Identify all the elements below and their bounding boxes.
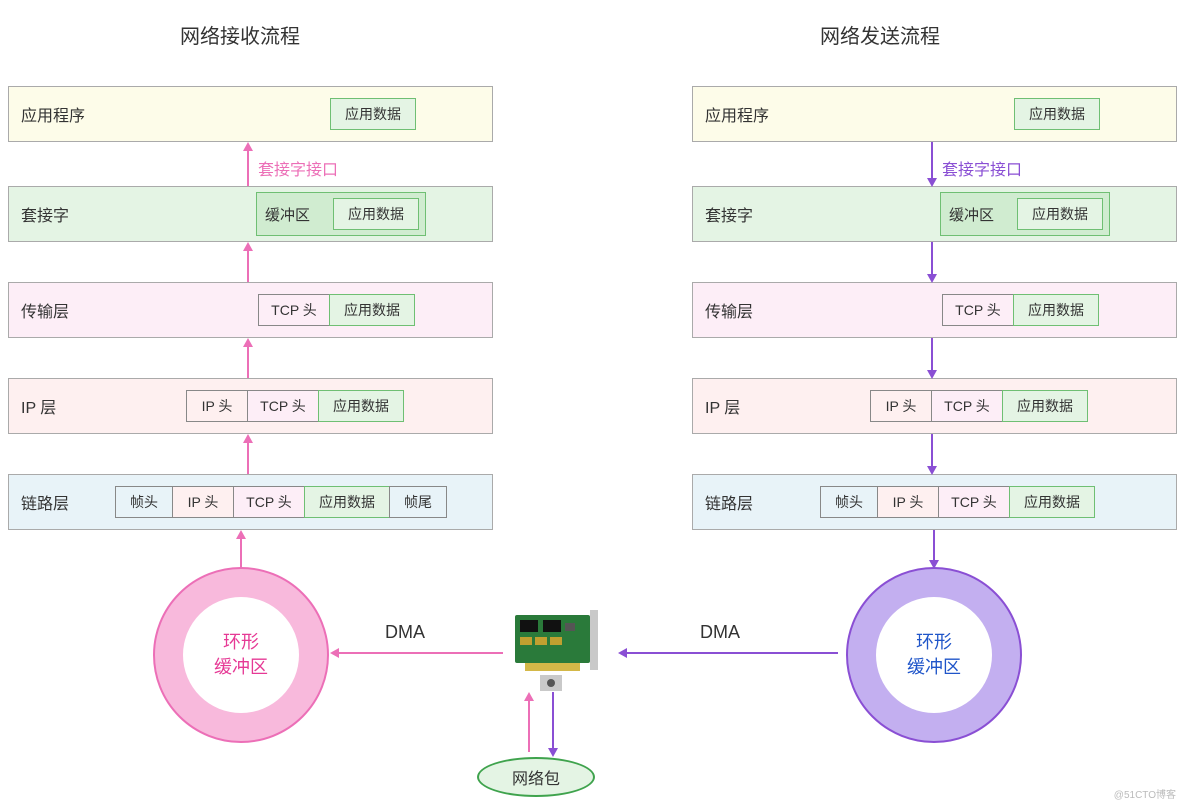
right-ring-inner: 环形 缓冲区	[876, 597, 992, 713]
right-arrowhead-ring-down	[929, 560, 939, 569]
left-socket-label: 套接字	[21, 202, 69, 226]
left-ring-text: 环形 缓冲区	[214, 630, 268, 680]
right-transport-seg: TCP 头 应用数据	[942, 294, 1099, 326]
left-socket-buf: 缓冲区 应用数据	[256, 192, 426, 236]
right-ip-label: IP 层	[705, 394, 740, 418]
right-socket-buf: 缓冲区 应用数据	[940, 192, 1110, 236]
right-arrow-4	[931, 434, 933, 466]
dma-left-arrowhead	[330, 648, 339, 658]
left-app-seg: 应用数据	[330, 98, 416, 130]
left-layer-transport: 传输层	[8, 282, 493, 338]
left-arrowhead-3	[243, 338, 253, 347]
right-transport-label: 传输层	[705, 298, 753, 322]
right-app-label: 应用程序	[705, 102, 769, 126]
left-arrow-2	[247, 250, 249, 282]
left-link-ft: 帧尾	[389, 486, 447, 518]
right-link-ip: IP 头	[877, 486, 939, 518]
left-app-label: 应用程序	[21, 102, 85, 126]
pkt-up-arrowhead	[524, 692, 534, 701]
right-arrowhead-2	[927, 274, 937, 283]
right-arrow-ring-down	[933, 530, 935, 560]
left-link-tcp: TCP 头	[233, 486, 305, 518]
right-app-seg: 应用数据	[1014, 98, 1100, 130]
left-ip-ip: IP 头	[186, 390, 248, 422]
left-ring-l1: 环形	[223, 632, 259, 652]
left-transport-seg: TCP 头 应用数据	[258, 294, 415, 326]
left-arrowhead-1	[243, 142, 253, 151]
right-layer-app: 应用程序	[692, 86, 1177, 142]
right-ip-ip: IP 头	[870, 390, 932, 422]
right-link-tcp: TCP 头	[938, 486, 1010, 518]
left-ring-inner: 环形 缓冲区	[183, 597, 299, 713]
dma-right-label: DMA	[700, 622, 740, 643]
left-arrow-3	[247, 346, 249, 378]
right-link-label: 链路层	[705, 490, 753, 514]
dma-left-label: DMA	[385, 622, 425, 643]
pkt-up-arrow	[528, 700, 530, 752]
left-title: 网络接收流程	[180, 20, 300, 49]
right-buf-outer: 缓冲区 应用数据	[940, 192, 1110, 236]
right-link-fh: 帧头	[820, 486, 878, 518]
right-ip-tcp: TCP 头	[931, 390, 1003, 422]
right-app-data: 应用数据	[1014, 98, 1100, 130]
right-ring-outer: 环形 缓冲区	[846, 567, 1022, 743]
right-layer-transport: 传输层	[692, 282, 1177, 338]
left-link-ip: IP 头	[172, 486, 234, 518]
left-layer-app: 应用程序	[8, 86, 493, 142]
right-link-seg: 帧头 IP 头 TCP 头 应用数据	[820, 486, 1095, 518]
right-arrowhead-3	[927, 370, 937, 379]
left-buf-outer: 缓冲区 应用数据	[256, 192, 426, 236]
left-ip-seg: IP 头 TCP 头 应用数据	[186, 390, 404, 422]
left-ring-outer: 环形 缓冲区	[153, 567, 329, 743]
right-arrow-2	[931, 242, 933, 274]
left-link-fh: 帧头	[115, 486, 173, 518]
left-arrowhead-ring-up	[236, 530, 246, 539]
left-app-data: 应用数据	[330, 98, 416, 130]
dma-left-arrow	[338, 652, 503, 654]
right-ring-text: 环形 缓冲区	[907, 630, 961, 680]
right-title: 网络发送流程	[820, 20, 940, 49]
left-transport-data: 应用数据	[329, 294, 415, 326]
right-arrow-label: 套接字接口	[942, 156, 1022, 180]
right-arrow-1	[931, 142, 933, 178]
pkt-down-arrowhead	[548, 748, 558, 757]
right-ip-seg: IP 头 TCP 头 应用数据	[870, 390, 1088, 422]
left-socket-data: 应用数据	[333, 198, 419, 230]
left-arrow-1	[247, 150, 249, 186]
right-ring-l2: 缓冲区	[907, 657, 961, 677]
left-ip-tcp: TCP 头	[247, 390, 319, 422]
dma-right-arrowhead	[618, 648, 627, 658]
left-ip-data: 应用数据	[318, 390, 404, 422]
left-ring-l2: 缓冲区	[214, 657, 268, 677]
right-transport-data: 应用数据	[1013, 294, 1099, 326]
right-transport-tcp: TCP 头	[942, 294, 1014, 326]
left-arrow-label: 套接字接口	[258, 156, 338, 180]
left-arrowhead-2	[243, 242, 253, 251]
dma-right-arrow	[626, 652, 838, 654]
left-link-seg: 帧头 IP 头 TCP 头 应用数据 帧尾	[115, 486, 447, 518]
left-link-data: 应用数据	[304, 486, 390, 518]
left-ip-label: IP 层	[21, 394, 56, 418]
right-socket-data: 应用数据	[1017, 198, 1103, 230]
left-arrowhead-4	[243, 434, 253, 443]
pkt-down-arrow	[552, 692, 554, 748]
left-transport-tcp: TCP 头	[258, 294, 330, 326]
right-link-data: 应用数据	[1009, 486, 1095, 518]
watermark: @51CTO博客	[1114, 786, 1176, 801]
right-arrowhead-1	[927, 178, 937, 187]
left-arrow-ring-up	[240, 538, 242, 568]
left-buf-label: 缓冲区	[265, 204, 310, 225]
nic-card-icon	[505, 605, 615, 690]
packet-oval: 网络包	[477, 757, 595, 797]
right-arrowhead-4	[927, 466, 937, 475]
right-ring-l1: 环形	[916, 632, 952, 652]
left-arrow-4	[247, 442, 249, 474]
right-socket-label: 套接字	[705, 202, 753, 226]
right-arrow-3	[931, 338, 933, 370]
left-link-label: 链路层	[21, 490, 69, 514]
left-transport-label: 传输层	[21, 298, 69, 322]
right-buf-label: 缓冲区	[949, 204, 994, 225]
right-ip-data: 应用数据	[1002, 390, 1088, 422]
